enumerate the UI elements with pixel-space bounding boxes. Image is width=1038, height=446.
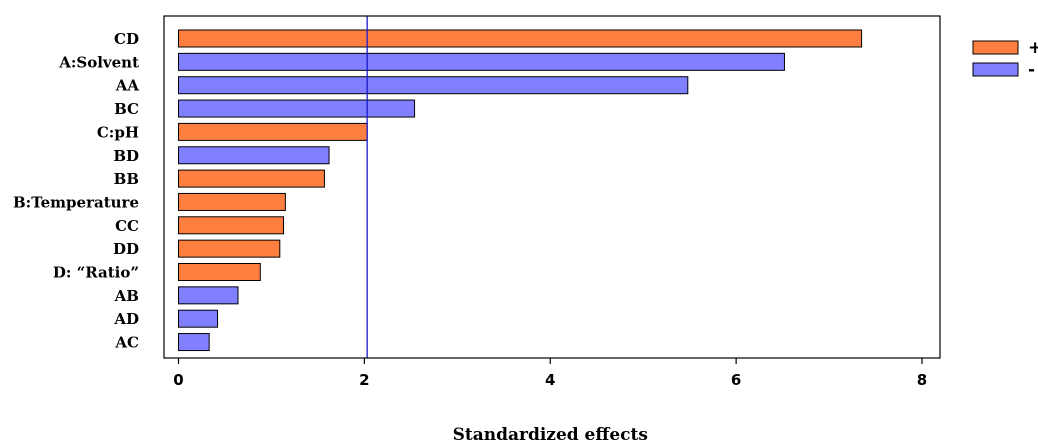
legend-swatch-positive — [972, 40, 1019, 55]
category-label: AB — [114, 287, 139, 305]
bar-13 — [178, 333, 210, 352]
plot-frame — [163, 15, 941, 359]
legend-swatch-negative — [972, 62, 1019, 77]
bar-12 — [178, 309, 219, 328]
x-tick-label: 6 — [731, 371, 741, 389]
category-label: B:Temperature — [13, 193, 139, 211]
category-label: D: “Ratio” — [53, 264, 139, 282]
category-label: DD — [113, 240, 139, 258]
category-label: BB — [114, 170, 139, 188]
category-label: BC — [114, 100, 139, 118]
bar-4 — [178, 122, 368, 141]
bar-7 — [178, 192, 286, 211]
bar-5 — [178, 146, 330, 165]
bar-9 — [178, 239, 281, 258]
x-tick-label: 4 — [545, 371, 555, 389]
bar-10 — [178, 263, 261, 281]
bar-11 — [178, 286, 239, 305]
legend-label-negative: - — [1028, 60, 1035, 80]
x-tick-label: 8 — [917, 371, 927, 389]
category-label: AD — [113, 310, 139, 328]
x-axis: 0 2 4 6 8 — [173, 358, 927, 389]
x-tick-label: 0 — [173, 371, 183, 389]
bar-6 — [178, 169, 325, 188]
category-label: AA — [115, 77, 140, 95]
legend: +- — [972, 38, 1038, 80]
bar-0 — [178, 29, 863, 48]
category-label: C:pH — [97, 123, 139, 141]
bars-layer — [178, 29, 863, 352]
category-labels: CD A:Solvent AA BC C:pH BD BB B:Temperature CC DD… — [13, 30, 139, 352]
category-label: A:Solvent — [58, 53, 139, 71]
bar-8 — [178, 216, 285, 235]
bar-1 — [178, 52, 785, 71]
category-label: AC — [114, 334, 139, 352]
x-tick-label: 2 — [359, 371, 369, 389]
legend-label-positive: + — [1028, 38, 1038, 58]
category-label: CD — [114, 30, 139, 48]
bar-3 — [178, 99, 416, 118]
x-axis-title: Standardized effects — [453, 425, 648, 445]
category-label: CC — [115, 217, 139, 235]
category-label: BD — [113, 147, 139, 165]
bar-2 — [178, 76, 689, 95]
